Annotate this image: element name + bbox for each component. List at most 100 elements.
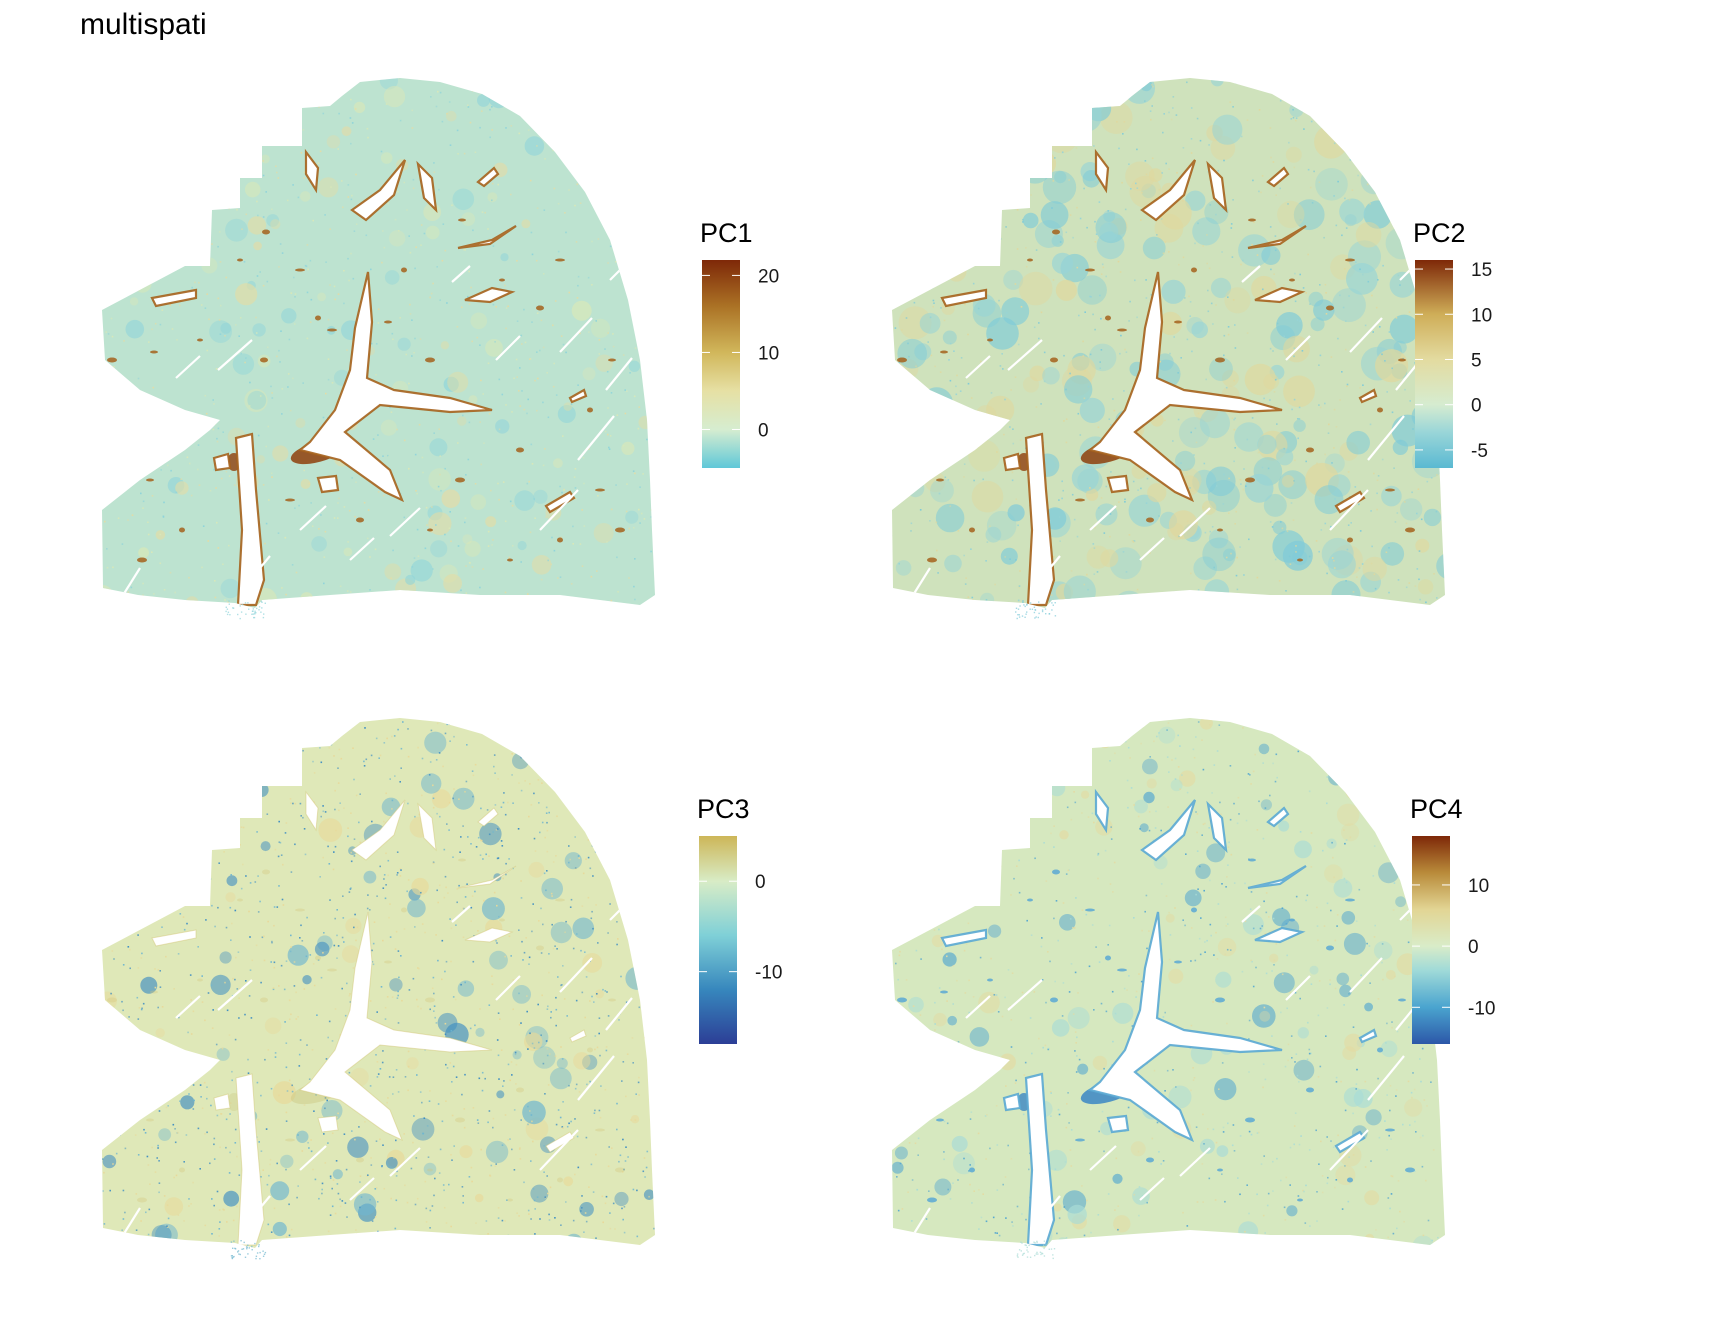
texture-speckle	[433, 1194, 435, 1197]
texture-speckle	[445, 1063, 447, 1066]
texture-speckle	[568, 291, 571, 294]
texture-blotch	[283, 745, 300, 763]
texture-speckle	[1290, 601, 1293, 604]
texture-blotch	[1214, 1078, 1237, 1101]
texture-blotch	[146, 1238, 164, 1248]
texture-speckle	[477, 930, 479, 932]
texture-speckle	[240, 826, 243, 828]
texture-speckle	[1103, 532, 1106, 534]
texture-speckle	[108, 942, 111, 945]
texture-speckle	[1123, 121, 1126, 123]
texture-speckle	[1144, 910, 1146, 913]
texture-speckle	[178, 1243, 180, 1245]
texture-speckle	[973, 479, 975, 482]
texture-speckle	[525, 755, 528, 757]
texture-speckle	[409, 251, 412, 254]
texture-speckle	[463, 152, 466, 155]
texture-speckle	[598, 1032, 600, 1035]
texture-speckle	[999, 365, 1002, 367]
texture-speckle	[1141, 929, 1143, 932]
texture-speckle	[278, 885, 280, 887]
texture-speckle	[229, 783, 232, 786]
texture-speckle	[1038, 337, 1040, 340]
texture-speckle	[1009, 426, 1011, 428]
texture-speckle	[433, 171, 436, 173]
texture-speckle	[313, 1110, 315, 1112]
texture-speckle	[651, 752, 654, 754]
texture-speckle	[466, 883, 468, 885]
texture-speckle	[1371, 294, 1373, 297]
texture-blotch	[1125, 161, 1155, 191]
texture-blotch	[601, 758, 610, 766]
texture-speckle	[152, 882, 154, 885]
texture-speckle	[239, 317, 242, 319]
texture-speckle	[245, 607, 248, 608]
texture-speckle	[262, 216, 265, 218]
texture-speckle	[492, 1117, 495, 1120]
texture-speckle	[387, 454, 389, 457]
texture-speckle	[377, 1073, 380, 1075]
texture-blotch	[1238, 1221, 1259, 1242]
texture-speckle	[115, 729, 117, 731]
edge-debris	[245, 1246, 248, 1248]
texture-speckle	[338, 112, 340, 115]
texture-speckle	[1098, 201, 1101, 203]
texture-speckle	[1359, 387, 1361, 389]
texture-speckle	[1017, 524, 1019, 527]
texture-speckle	[308, 1147, 310, 1149]
texture-speckle	[956, 844, 959, 846]
texture-speckle	[1234, 447, 1236, 449]
texture-speckle	[475, 1222, 477, 1224]
texture-speckle	[415, 1157, 418, 1159]
texture-speckle	[544, 158, 546, 160]
texture-speckle	[324, 1107, 326, 1110]
texture-speckle	[920, 97, 923, 99]
texture-blotch	[563, 402, 573, 411]
texture-speckle	[1414, 362, 1416, 364]
tissue-streak	[1007, 339, 1043, 371]
texture-speckle	[589, 867, 592, 870]
texture-speckle	[122, 964, 125, 966]
texture-speckle	[1240, 483, 1242, 485]
texture-speckle	[1450, 203, 1452, 205]
texture-speckle	[1035, 406, 1038, 408]
texture-speckle	[944, 109, 947, 112]
texture-speckle	[367, 894, 369, 896]
texture-speckle	[450, 1030, 453, 1032]
texture-speckle	[218, 862, 220, 864]
texture-speckle	[136, 220, 139, 222]
texture-speckle	[159, 970, 161, 972]
texture-speckle	[295, 724, 298, 726]
texture-speckle	[1140, 219, 1142, 221]
texture-speckle	[511, 504, 514, 507]
texture-speckle	[529, 783, 531, 785]
texture-speckle	[1068, 869, 1070, 871]
texture-speckle	[284, 1021, 286, 1023]
texture-speckle	[547, 745, 549, 747]
texture-speckle	[350, 887, 352, 889]
texture-speckle	[491, 975, 493, 977]
texture-speckle	[1093, 821, 1095, 824]
texture-speckle	[1177, 734, 1179, 737]
texture-speckle	[467, 104, 469, 107]
texture-speckle	[400, 869, 402, 871]
texture-speckle	[334, 1212, 337, 1215]
texture-speckle	[1126, 989, 1128, 991]
texture-speckle	[1093, 145, 1095, 147]
vessel-spot	[262, 229, 270, 235]
texture-speckle	[1307, 253, 1309, 256]
texture-speckle	[131, 256, 134, 259]
texture-speckle	[1267, 1192, 1270, 1195]
texture-speckle	[460, 589, 462, 592]
texture-speckle	[504, 813, 507, 816]
texture-speckle	[1160, 218, 1163, 220]
texture-speckle	[102, 791, 104, 794]
texture-speckle	[1290, 87, 1293, 89]
texture-speckle	[639, 807, 641, 809]
texture-speckle	[529, 531, 532, 534]
texture-speckle	[205, 257, 207, 260]
colorbar-tick-label: 0	[758, 420, 769, 441]
texture-blotch	[582, 953, 603, 973]
vessel-void	[1247, 225, 1307, 250]
texture-speckle	[336, 1183, 339, 1185]
